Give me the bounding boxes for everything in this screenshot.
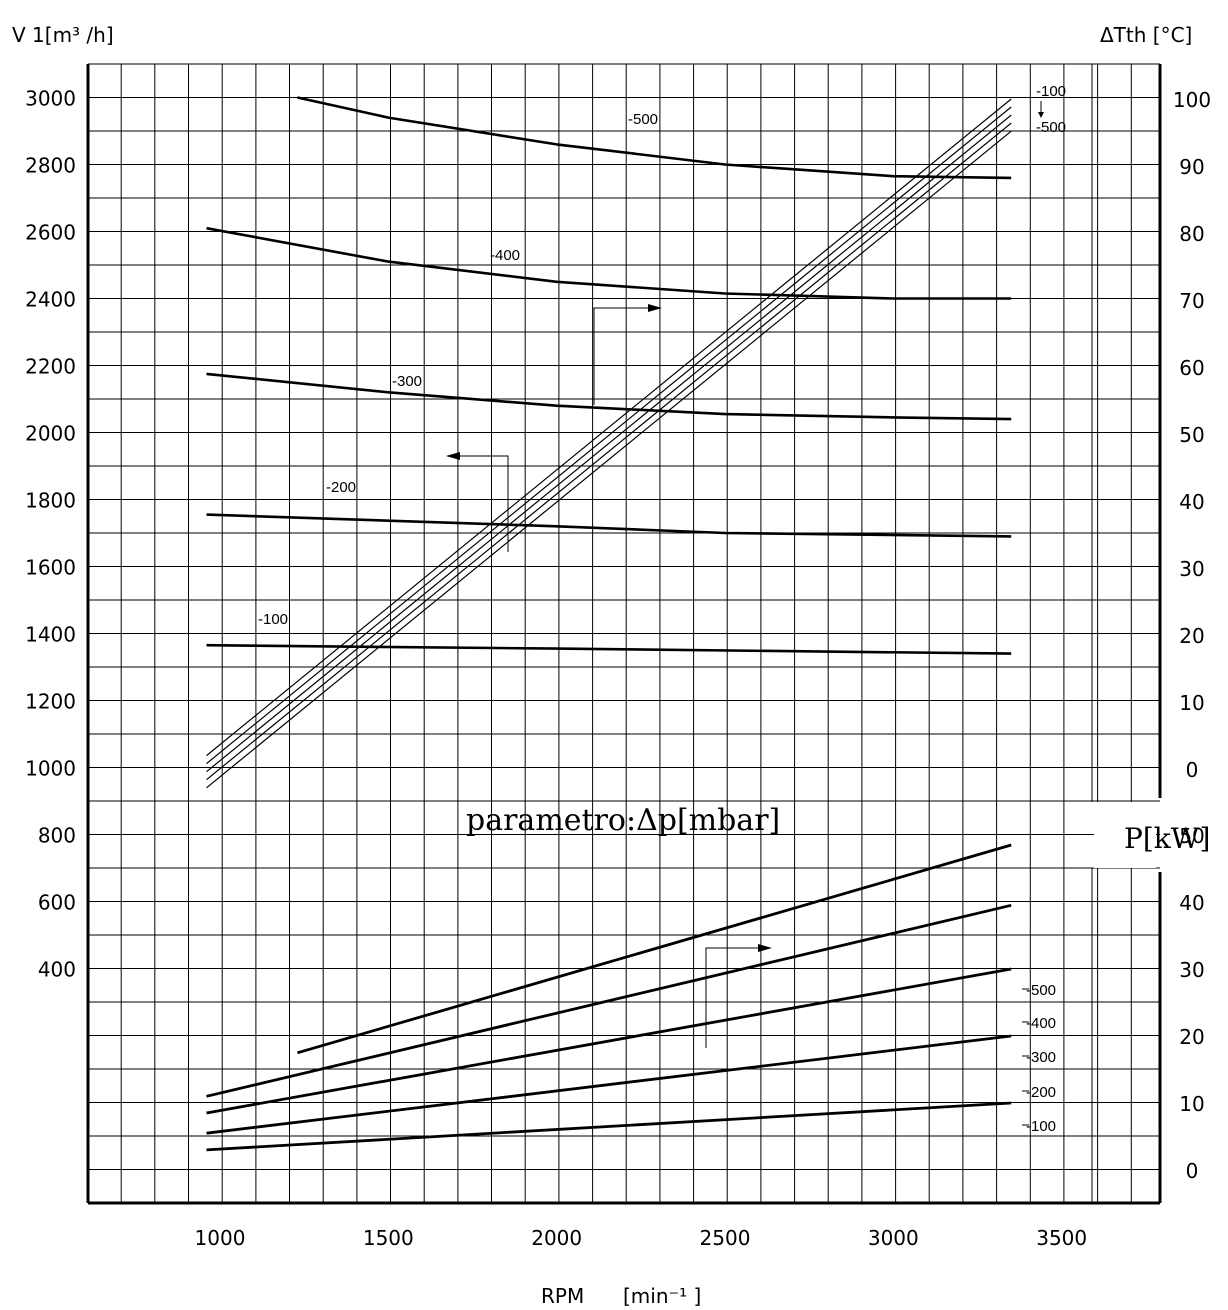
power-axis-label: P[kW]	[1124, 822, 1210, 855]
power-line-label: -100	[1026, 1118, 1056, 1135]
flow-curve	[206, 513, 1012, 538]
x-axis-ticks: 1000 1500 2000 2500 3000 3500	[195, 1226, 1088, 1250]
power-line	[206, 903, 1012, 1098]
power-tick-label: 20	[1179, 1025, 1204, 1049]
flow-curve-label: -400	[490, 247, 520, 264]
flow-curve-label: -500	[628, 111, 658, 128]
left-tick-label: 1400	[25, 623, 76, 647]
temperature-line	[206, 130, 1012, 789]
arrowhead-left	[446, 452, 460, 460]
temperature-tag-bottom: -500	[1036, 119, 1066, 136]
left-tick-label: 2000	[25, 422, 76, 446]
grid	[87, 63, 1160, 1204]
flow-curve-label: -200	[326, 479, 356, 496]
x-axis-unit: [min⁻¹ ]	[623, 1284, 701, 1308]
right-tick-label: 30	[1179, 557, 1204, 581]
right-axis-label: ΔTth [°C]	[1100, 23, 1192, 47]
flow-curve-label: -100	[258, 611, 288, 628]
left-tick-label: 2600	[25, 221, 76, 245]
x-tick-label: 3000	[868, 1226, 919, 1250]
left-tick-label: 2200	[25, 355, 76, 379]
flow-curve	[206, 226, 1012, 300]
flow-curve	[206, 643, 1012, 655]
left-tick-label: 1800	[25, 489, 76, 513]
temperature-line	[206, 114, 1012, 773]
left-tick-label: 1200	[25, 690, 76, 714]
power-axis-ticks: 0 10 20 30 40 50	[1179, 824, 1204, 1183]
left-tick-label: 400	[38, 958, 76, 982]
flow-curve-label: -300	[392, 373, 422, 390]
right-tick-label: 80	[1179, 222, 1204, 246]
power-line	[206, 1034, 1012, 1135]
temperature-line	[206, 122, 1012, 781]
power-tick-label: 30	[1179, 958, 1204, 982]
x-tick-label: 3500	[1036, 1226, 1087, 1250]
axes	[86, 64, 1162, 1205]
x-axis-label: RPM	[541, 1284, 584, 1308]
right-axis-ticks: 0 10 20 30 40 50 60 70 80 90 100	[1173, 88, 1211, 782]
power-line	[206, 967, 1012, 1115]
left-tick-label: 800	[38, 824, 76, 848]
power-tick-label: 0	[1186, 1159, 1199, 1183]
right-tick-label: 40	[1179, 490, 1204, 514]
right-tick-label: 0	[1186, 758, 1199, 782]
power-line-label: -300	[1026, 1049, 1056, 1066]
left-tick-label: 2800	[25, 154, 76, 178]
temperature-tag-arrowhead	[1038, 112, 1044, 118]
right-tick-label: 50	[1179, 423, 1204, 447]
power-axis-label-gap	[1094, 802, 1156, 868]
right-axis-panel-gaps	[1091, 64, 1156, 1203]
left-tick-label: 1600	[25, 556, 76, 580]
flow-curve	[297, 96, 1012, 180]
parameter-label: parametro:Δp[mbar]	[466, 803, 780, 838]
x-tick-label: 1500	[363, 1226, 414, 1250]
right-tick-label: 100	[1173, 88, 1211, 112]
right-tick-label: 90	[1179, 155, 1204, 179]
right-tick-label: 20	[1179, 624, 1204, 648]
left-tick-label: 2400	[25, 288, 76, 312]
power-tick-label: 10	[1179, 1092, 1204, 1116]
arrow-to-power-axis	[705, 947, 760, 1048]
power-tick-label: 40	[1179, 891, 1204, 915]
power-tick-label: 50	[1179, 824, 1204, 848]
power-line-label: -200	[1026, 1084, 1056, 1101]
arrow-to-temperature-axis	[593, 307, 650, 405]
right-tick-label: 60	[1179, 356, 1204, 380]
power-line-label: -500	[1026, 982, 1056, 999]
right-tick-label: 70	[1179, 289, 1204, 313]
arrowhead-right	[648, 304, 662, 312]
x-tick-label: 1000	[195, 1226, 246, 1250]
left-axis-label: V 1[m³ /h]	[12, 23, 114, 47]
data-series: -100 -200 -300 -400 -500 -100 -200 -300 -400 -500…	[206, 83, 1066, 1152]
left-tick-label: 3000	[25, 87, 76, 111]
x-tick-label: 2000	[531, 1226, 582, 1250]
temperature-line	[206, 98, 1012, 757]
x-tick-label: 2500	[700, 1226, 751, 1250]
left-tick-label: 1000	[25, 757, 76, 781]
arrowhead-right	[758, 944, 772, 952]
power-line	[297, 843, 1012, 1055]
temperature-tag-top: -100	[1036, 83, 1066, 100]
left-axis-ticks: 400 600 800 1000 1200 1400 1600 1800 2000 2200 240…	[25, 87, 76, 982]
right-tick-label: 10	[1179, 691, 1204, 715]
temperature-line	[206, 106, 1012, 765]
left-tick-label: 600	[38, 891, 76, 915]
power-line-label: -400	[1026, 1015, 1056, 1032]
axis-arrows	[446, 304, 772, 1048]
arrow-to-flow-axis	[458, 455, 509, 552]
power-line	[206, 1101, 1012, 1152]
